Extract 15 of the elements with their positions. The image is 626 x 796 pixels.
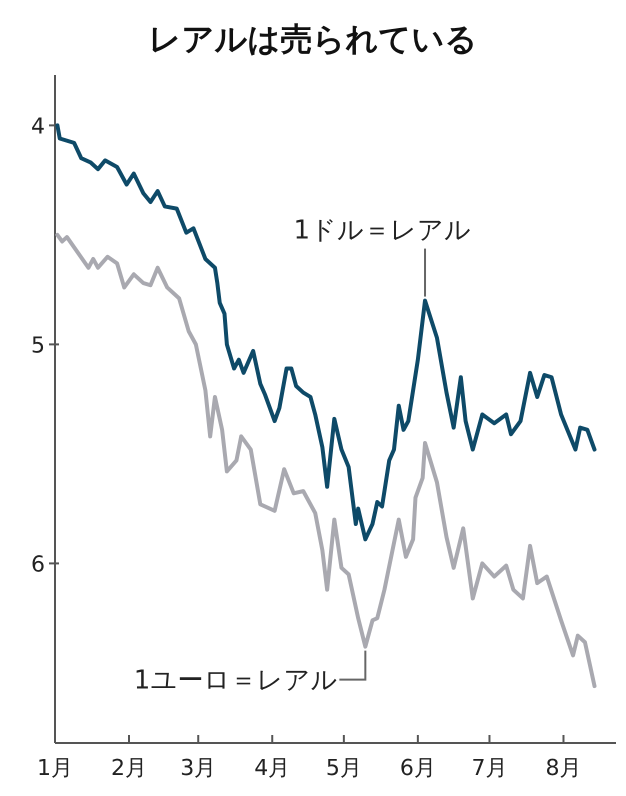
- chart-title: レアルは売られている: [148, 20, 478, 58]
- x-tick-label: 8月: [545, 756, 582, 781]
- x-tick-label: 6月: [400, 756, 436, 781]
- x-tick-label: 4月: [254, 756, 290, 781]
- y-tick-label: 4: [31, 114, 45, 140]
- x-tick-label: 3月: [180, 756, 216, 781]
- line-series: [55, 123, 597, 542]
- x-tick-label: 1月: [37, 756, 73, 781]
- annotation: 1ドル＝レアル: [293, 216, 472, 246]
- x-tick-label: 2月: [111, 756, 148, 781]
- x-tick-label: 7月: [471, 756, 508, 781]
- y-tick-label: 6: [31, 552, 45, 578]
- annotation: 1ユーロ＝レアル: [134, 666, 338, 696]
- y-tick-label: 5: [31, 333, 45, 358]
- x-tick-label: 5月: [326, 756, 362, 781]
